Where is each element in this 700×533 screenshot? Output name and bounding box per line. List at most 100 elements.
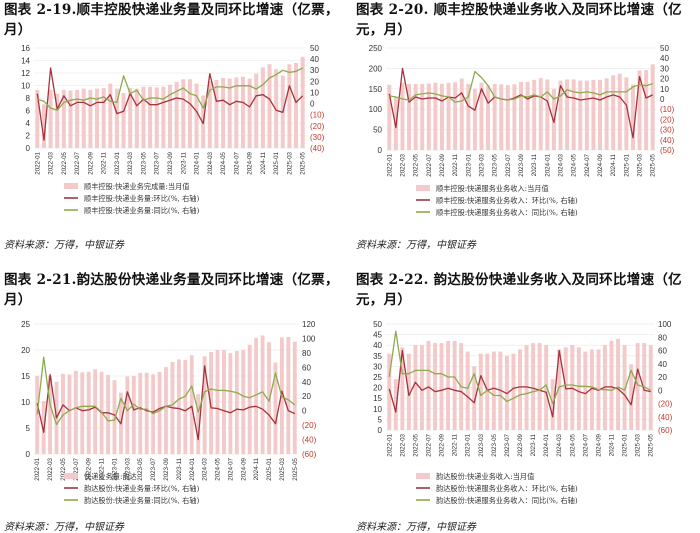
bar [453,82,458,150]
bar [189,355,194,454]
bar [466,83,471,150]
x-tick-label: 2023-05 [137,457,144,480]
bar [616,338,621,430]
bar [571,79,576,150]
line-series [388,349,651,418]
chart-title: 图表 2-21.韵达股份快递业务量及同环比增速（亿票，月） [4,272,339,308]
line-series [388,330,652,405]
bar [114,88,119,148]
x-tick-label: 2022-01 [386,153,393,176]
x-tick-label: 2023-05 [491,433,498,456]
bar [387,84,392,150]
y-left-tick-label: 100 [369,105,383,114]
y-right-tick-label: 20 [660,75,669,84]
y-right-tick-label: 50 [660,44,669,53]
y-left-tick-label: 12 [21,69,30,78]
x-tick-label: 2022-11 [452,153,459,176]
bar [221,78,226,148]
bar [187,79,192,148]
legend-label: 韵达股份:快递服务业务收入：环比(%, 右轴) [436,484,578,493]
y-right-tick-label: 100 [658,320,672,329]
x-tick-label: 2022-09 [87,151,94,174]
bar [247,78,252,148]
bar [95,88,100,148]
y-right-tick-label: 80 [302,349,311,358]
y-right-tick-label: 40 [658,360,667,369]
y-right-tick-label: (10) [660,105,675,114]
line-series [388,67,653,139]
bar [274,69,279,148]
bar [544,345,549,430]
bar [247,344,252,454]
bar [584,80,589,150]
legend-swatch [416,473,430,479]
x-tick-label: 2022-07 [425,433,432,456]
bar [55,93,60,148]
source-note: 资料来源：万得，中银证券 [356,522,476,533]
chart-panel-3: 图表 2-21.韵达股份快递业务量及同环比增速（亿票，月） 0 5 10 15 20 25… [0,270,340,533]
y-right-tick-label: 40 [660,54,669,63]
y-left-tick-label: 16 [21,44,30,53]
bar [518,349,522,430]
x-tick-label: 2022-01 [34,457,41,480]
x-tick-label: 2024-09 [247,151,254,174]
y-right-tick-label: 50 [310,44,319,53]
x-tick-label: 2022-07 [73,457,80,480]
y-left-tick-label: 10 [373,405,382,414]
x-tick-label: 2025-03 [637,153,644,176]
source-note: 资料来源：万得，中银证券 [356,240,476,251]
bar [174,81,179,148]
bar [393,379,398,430]
bar [108,83,113,148]
bar [41,104,46,148]
y-right-tick-label: (60) [658,426,673,435]
y-left-tick-label: 50 [373,320,382,329]
bar [499,84,504,150]
bar-series [35,56,305,148]
bar [537,343,542,430]
chart-title: 图表 2-20. 顺丰控股快递业务收入及同环比增速（亿元，月） [356,2,682,38]
bar [452,340,457,430]
x-tick-label: 2022-09 [439,433,446,456]
bar [101,88,106,148]
y-left-tick-label: 15 [373,394,382,403]
y-right-tick-label: (20) [302,421,317,430]
x-tick-label: 2025-05 [650,153,657,176]
x-tick-label: 2022-03 [47,457,54,480]
bar [273,362,278,454]
bar [207,81,212,148]
x-tick-label: 2024-11 [609,433,616,456]
bar [439,343,444,430]
bar [565,79,570,150]
bar [196,394,201,454]
x-tick-label: 2023-03 [124,457,131,480]
bar [413,83,418,150]
y-right-tick-label: 60 [658,347,667,356]
x-tick-label: 2024-07 [582,433,589,456]
bar [557,349,562,430]
bar [426,83,431,150]
x-tick-label: 2024-05 [569,433,576,456]
bar [532,79,537,150]
bar [240,76,245,148]
x-tick-label: 2025-05 [648,433,655,456]
y-left-tick-label: 0 [26,144,31,153]
x-tick-label: 2022-07 [426,153,433,176]
bar [624,77,629,150]
bar [286,337,291,454]
y-right-tick-label: 20 [658,373,667,382]
x-tick-label: 2024-05 [571,153,578,176]
x-tick-label: 2025-03 [635,433,642,456]
bar [446,340,451,430]
chart-panel-4: 图表 2-22. 韵达股份快递业务收入及同环比增速（亿元，月） 0 5 10 15 20… [352,270,692,533]
x-tick-label: 2024-09 [240,457,247,480]
bar [491,351,496,430]
x-tick-label: 2023-03 [478,433,485,456]
x-tick-label: 2023-11 [180,151,187,174]
x-tick-label: 2023-07 [150,457,157,480]
y-left-tick-label: 25 [373,373,382,382]
bar [505,85,510,150]
bar [168,84,172,148]
line-series [37,67,303,111]
bar [194,83,199,148]
